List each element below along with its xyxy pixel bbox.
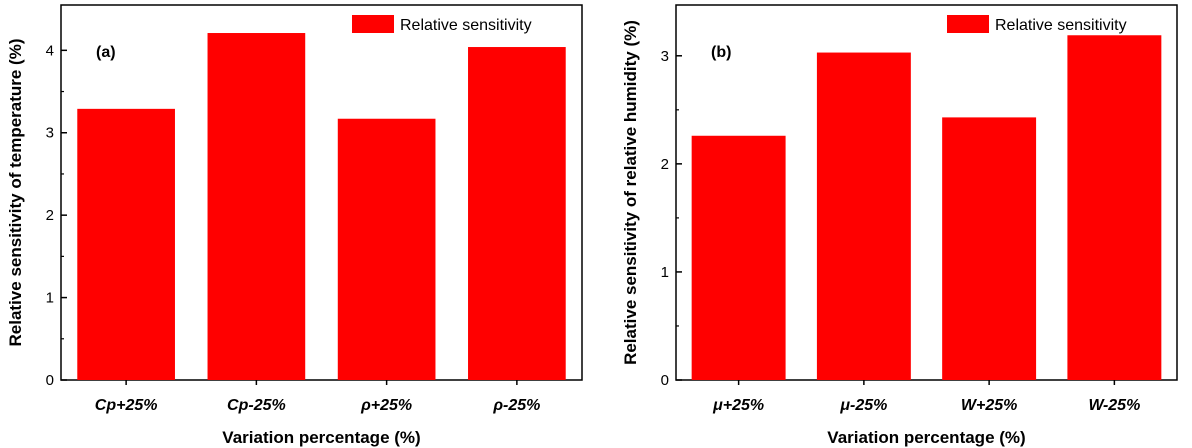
panel-label-a: (a) <box>96 44 116 61</box>
bar-a-3 <box>468 47 566 381</box>
y-tick-label-a-0: 0 <box>46 372 54 389</box>
chart-panel-a: 0 1 2 3 4 Cp+25% Cp-25% ρ+25% ρ-25% (a) Relativ… <box>6 4 583 447</box>
x-tick-label-a-0: Cp+25% <box>95 397 158 414</box>
bar-b-0 <box>691 135 786 380</box>
legend-swatch-b <box>947 15 989 33</box>
x-tick-label-b-3: W-25% <box>1088 397 1140 414</box>
panel-label-b: (b) <box>711 44 731 61</box>
legend-swatch-a <box>352 15 394 33</box>
x-axis-title-b: Variation percentage (%) <box>827 428 1025 447</box>
plot-frame-a <box>60 4 583 381</box>
x-tick-label-b-2: W+25% <box>961 397 1017 414</box>
plot-frame-b <box>675 4 1178 381</box>
x-axis-title-a: Variation percentage (%) <box>222 428 420 447</box>
bar-b-1 <box>816 52 911 381</box>
legend-label-b: Relative sensitivity <box>995 17 1127 34</box>
bar-a-2 <box>337 118 436 380</box>
x-tick-label-a-3: ρ-25% <box>492 397 540 414</box>
chart-panel-b: 0 1 2 3 μ+25% μ-25% W+25% W-25% (b) Relative s… <box>621 4 1178 447</box>
x-tick-label-b-0: μ+25% <box>712 397 764 414</box>
bar-b-2 <box>942 117 1037 380</box>
y-axis-title-b: Relative sensitivity of relative humidit… <box>621 20 640 365</box>
y-tick-label-a-4: 4 <box>46 42 54 59</box>
x-tick-label-a-1: Cp-25% <box>227 397 286 414</box>
bar-a-1 <box>207 33 306 381</box>
bar-a-0 <box>77 108 175 380</box>
y-tick-label-b-2: 2 <box>661 156 669 173</box>
legend-label-a: Relative sensitivity <box>400 17 532 34</box>
y-tick-label-a-2: 2 <box>46 207 54 224</box>
x-tick-label-a-2: ρ+25% <box>360 397 412 414</box>
y-tick-label-b-1: 1 <box>661 264 669 281</box>
y-tick-label-b-0: 0 <box>661 372 669 389</box>
y-axis-title-a: Relative sensitivity of temperature (%) <box>6 39 25 347</box>
y-tick-label-b-3: 3 <box>661 48 669 65</box>
bar-b-3 <box>1067 35 1162 380</box>
y-tick-label-a-3: 3 <box>46 125 54 142</box>
x-tick-label-b-1: μ-25% <box>839 397 887 414</box>
y-tick-label-a-1: 1 <box>46 290 54 307</box>
